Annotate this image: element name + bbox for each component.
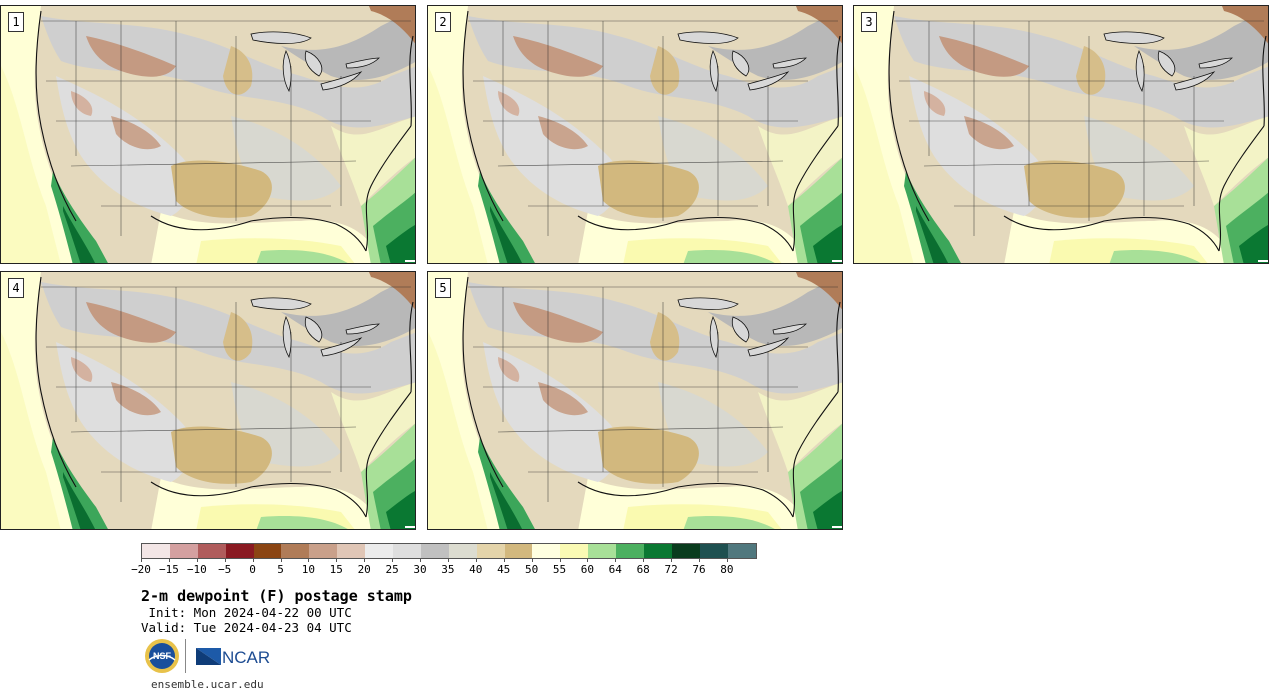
map-panel-5[interactable]: 5 [427, 271, 843, 530]
tick-mark [196, 558, 198, 562]
tick-label: 68 [636, 563, 650, 576]
tick-mark [280, 558, 282, 562]
tick-mark [503, 558, 505, 562]
tick-mark [364, 558, 366, 562]
colorbar-swatch [504, 544, 533, 558]
dewpoint-map-3 [854, 6, 1268, 263]
tick-mark [168, 558, 170, 562]
dewpoint-map-5 [428, 272, 842, 529]
panel-label: 2 [435, 12, 451, 32]
dewpoint-map-1 [1, 6, 415, 263]
colorbar-swatch [616, 544, 645, 558]
colorbar-swatch [420, 544, 449, 558]
tick-mark [141, 558, 142, 562]
colorbar-swatch [142, 544, 170, 558]
colorbar-swatch [727, 544, 756, 558]
tick-mark [392, 558, 394, 562]
colorbar-swatch [197, 544, 226, 558]
tick-label: −15 [158, 563, 179, 576]
tick-mark [252, 558, 254, 562]
map-panel-1[interactable]: 1 [0, 5, 416, 264]
nsf-logo-text: NSF [153, 651, 172, 661]
panel-label: 4 [8, 278, 24, 298]
tick-label: −20 [131, 563, 151, 576]
colorbar-swatch [644, 544, 672, 558]
colorbar [141, 543, 757, 559]
colorbar-swatch [309, 544, 338, 558]
colorbar-swatch [225, 544, 254, 558]
panel-label: 3 [861, 12, 877, 32]
tick-mark [447, 558, 449, 562]
colorbar-swatch [253, 544, 282, 558]
dewpoint-map-2 [428, 6, 842, 263]
chart-title: 2-m dewpoint (F) postage stamp [141, 587, 412, 605]
tick-mark [336, 558, 338, 562]
colorbar-swatch [365, 544, 394, 558]
tick-label: 64 [608, 563, 622, 576]
colorbar-swatch [169, 544, 198, 558]
colorbar-swatch [448, 544, 477, 558]
colorbar-swatch [476, 544, 505, 558]
valid-time: Valid: Tue 2024-04-23 04 UTC [141, 620, 352, 635]
tick-label: −5 [218, 563, 232, 576]
tick-label: 25 [385, 563, 399, 576]
tick-label: 5 [277, 563, 284, 576]
tick-mark [615, 558, 617, 562]
dewpoint-map-4 [1, 272, 415, 529]
init-time: Init: Mon 2024-04-22 00 UTC [141, 605, 352, 620]
logo-divider [185, 639, 186, 673]
tick-mark [308, 558, 310, 562]
tick-mark [224, 558, 226, 562]
logos: NSF NCAR [144, 637, 271, 675]
panel-label: 5 [435, 278, 451, 298]
colorbar-swatch [699, 544, 728, 558]
panel-label: 1 [8, 12, 24, 32]
tick-label: 30 [413, 563, 427, 576]
map-panel-4[interactable]: 4 [0, 271, 416, 530]
tick-mark [475, 558, 477, 562]
colorbar-swatch [337, 544, 366, 558]
tick-label: 55 [552, 563, 567, 576]
colorbar-swatch [588, 544, 617, 558]
tick-label: 45 [497, 563, 511, 576]
tick-label: 35 [441, 563, 455, 576]
tick-mark [671, 558, 673, 562]
map-panel-2[interactable]: 2 [427, 5, 843, 264]
tick-label: 10 [301, 563, 316, 576]
ncar-logo-icon: NCAR [196, 648, 270, 667]
tick-label: −10 [186, 563, 207, 576]
tick-mark [531, 558, 533, 562]
tick-label: 50 [524, 563, 539, 576]
tick-label: 72 [664, 563, 678, 576]
map-panel-3[interactable]: 3 [853, 5, 1269, 264]
tick-mark [559, 558, 561, 562]
tick-mark [726, 558, 728, 562]
tick-mark [643, 558, 645, 562]
tick-label: 60 [580, 563, 595, 576]
tick-label: 76 [692, 563, 706, 576]
tick-mark [699, 558, 700, 562]
tick-label: 0 [249, 563, 256, 576]
nsf-logo-icon: NSF [145, 639, 179, 673]
colorbar-swatch [281, 544, 310, 558]
colorbar-swatch [393, 544, 421, 558]
ncar-logo-text: NCAR [222, 648, 270, 667]
colorbar-swatch [671, 544, 700, 558]
colorbar-ticks: −20 −15 −10 −5 0 5 10 15 20 25 30 35 40 45 50 55 60 64 68 7… [131, 558, 757, 578]
tick-label: 40 [469, 563, 483, 576]
tick-label: 15 [329, 563, 343, 576]
website-url: ensemble.ucar.edu [151, 678, 264, 691]
tick-label: 20 [357, 563, 371, 576]
tick-label: 80 [720, 563, 734, 576]
colorbar-swatch [560, 544, 589, 558]
colorbar-swatch [532, 544, 561, 558]
tick-mark [420, 558, 421, 562]
tick-mark [587, 558, 589, 562]
